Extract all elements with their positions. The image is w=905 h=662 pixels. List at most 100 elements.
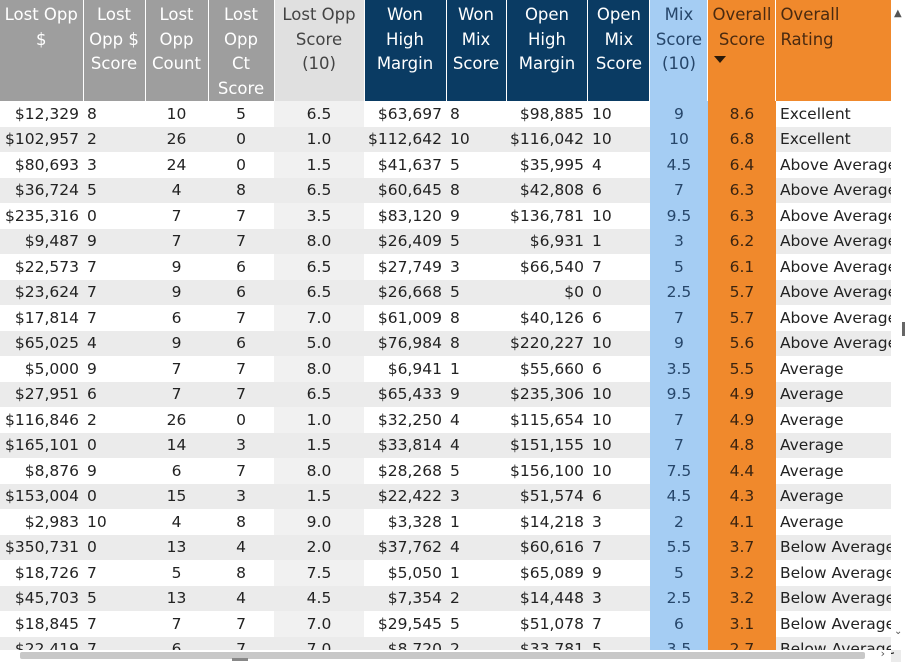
horizontal-scrollbar[interactable]: › bbox=[0, 647, 891, 662]
column-header[interactable]: Overall Rating bbox=[775, 0, 902, 101]
column-header[interactable]: Lost Opp Ct Score bbox=[208, 0, 275, 101]
table-cell: 1 bbox=[587, 228, 650, 254]
column-header[interactable]: Open Mix Score bbox=[587, 0, 651, 101]
table-cell: $66,540 bbox=[506, 254, 588, 280]
table-row[interactable]: $8,876 9 6 7 8.0 $28,268 5 $156,100 10 7.5 4.4 Aver… bbox=[0, 458, 902, 484]
table-cell: 3.5 bbox=[649, 356, 708, 382]
table-cell: 10 bbox=[145, 101, 208, 127]
table-cell: 1 bbox=[446, 509, 506, 535]
table-row[interactable]: $45,703 5 13 4 4.5 $7,354 2 $14,448 3 2.5 3.2 Below… bbox=[0, 585, 902, 611]
table-cell: Above Average bbox=[775, 254, 902, 280]
table-cell: 6 bbox=[208, 254, 274, 280]
chevron-up-icon[interactable]: ▲ bbox=[894, 8, 902, 19]
table-cell: 8.0 bbox=[274, 228, 364, 254]
table-cell: 7 bbox=[83, 254, 145, 280]
table-cell: 10 bbox=[446, 126, 506, 152]
vertical-scrollbar-thumb[interactable] bbox=[895, 20, 901, 580]
table-cell: Average bbox=[775, 458, 902, 484]
table-cell: $33,814 bbox=[364, 432, 446, 458]
table-row[interactable]: $17,814 7 6 7 7.0 $61,009 8 $40,126 6 7 5.7 Above A… bbox=[0, 305, 902, 331]
resize-handle[interactable] bbox=[232, 658, 248, 661]
column-header[interactable]: Lost Opp Score (10) bbox=[274, 0, 365, 101]
table-cell: 1.5 bbox=[274, 432, 364, 458]
table-row[interactable]: $5,000 9 7 7 8.0 $6,941 1 $55,660 6 3.5 5.5 Average bbox=[0, 356, 902, 382]
table-cell: 2 bbox=[446, 585, 506, 611]
column-header[interactable]: Lost Opp $ Score bbox=[83, 0, 146, 101]
table-cell: $41,637 bbox=[364, 152, 446, 178]
table-row[interactable]: $36,724 5 4 8 6.5 $60,645 8 $42,808 6 7 6.3 Above A… bbox=[0, 177, 902, 203]
table-cell: 6 bbox=[587, 356, 650, 382]
table-cell: 5 bbox=[446, 279, 506, 305]
column-header-label: Lost Opp Count bbox=[151, 5, 201, 73]
column-header[interactable]: Open High Margin bbox=[506, 0, 589, 101]
table-cell: Average bbox=[775, 432, 902, 458]
column-header[interactable]: Mix Score (10) bbox=[649, 0, 709, 101]
table-cell: 4.8 bbox=[707, 432, 776, 458]
table-cell: 4.9 bbox=[707, 407, 776, 433]
column-header-label: Open High Margin bbox=[518, 5, 576, 73]
table-cell: 6 bbox=[587, 483, 650, 509]
table-cell: 0 bbox=[83, 203, 145, 229]
table-row[interactable]: $22,573 7 9 6 6.5 $27,749 3 $66,540 7 5 6.1 Above A… bbox=[0, 254, 902, 280]
table-row[interactable]: $102,957 2 26 0 1.0 $112,642 10 $116,042 10 10 6.8… bbox=[0, 126, 902, 152]
column-header[interactable]: Won Mix Score bbox=[446, 0, 507, 101]
column-header[interactable]: Lost Opp Count bbox=[145, 0, 209, 101]
table-cell: Excellent bbox=[775, 101, 902, 127]
table-cell: $18,845 bbox=[0, 611, 83, 637]
table-row[interactable]: $165,101 0 14 3 1.5 $33,814 4 $151,155 10 7 4.8 Ave… bbox=[0, 432, 902, 458]
chevron-right-icon[interactable]: › bbox=[880, 647, 885, 660]
table-cell: 6 bbox=[145, 305, 208, 331]
table-cell: $60,645 bbox=[364, 177, 446, 203]
table-cell: Average bbox=[775, 381, 902, 407]
table-row[interactable]: $65,025 4 9 6 5.0 $76,984 8 $220,227 10 9 5.6 Above… bbox=[0, 330, 902, 356]
table-row[interactable]: $23,624 7 9 6 6.5 $26,668 5 $0 0 2.5 5.7 Above Aver… bbox=[0, 279, 902, 305]
table-cell: $156,100 bbox=[506, 458, 588, 484]
vertical-scrollbar[interactable]: ▲ ⌄ bbox=[891, 0, 905, 650]
sort-descending-icon[interactable] bbox=[714, 56, 727, 63]
table-row[interactable]: $12,329 8 10 5 6.5 $63,697 8 $98,885 10 9 8.6 Excel… bbox=[0, 101, 902, 127]
table-cell: 13 bbox=[145, 585, 208, 611]
table-cell: 0 bbox=[83, 432, 145, 458]
table-cell: 7 bbox=[587, 254, 650, 280]
table-row[interactable]: $80,693 3 24 0 1.5 $41,637 5 $35,995 4 4.5 6.4 Abov… bbox=[0, 152, 902, 178]
column-header[interactable]: Won High Margin bbox=[364, 0, 447, 101]
table-cell: 4 bbox=[446, 534, 506, 560]
table-row[interactable]: $18,726 7 5 8 7.5 $5,050 1 $65,089 9 5 3.2 Below Av… bbox=[0, 560, 902, 586]
table-row[interactable]: $350,731 0 13 4 2.0 $37,762 4 $60,616 7 5.5 3.7 Bel… bbox=[0, 534, 902, 560]
column-header[interactable]: Lost Opp $ bbox=[0, 0, 84, 101]
table-cell: 3 bbox=[446, 254, 506, 280]
table-cell: $26,668 bbox=[364, 279, 446, 305]
chevron-down-icon[interactable]: ⌄ bbox=[894, 626, 903, 637]
visual-resize-handle[interactable] bbox=[902, 322, 905, 336]
table-cell: 5.0 bbox=[274, 330, 364, 356]
table-row[interactable]: $27,951 6 7 7 6.5 $65,433 9 $235,306 10 9.5 4.9 Ave… bbox=[0, 381, 902, 407]
table-row[interactable]: $153,004 0 15 3 1.5 $22,422 3 $51,574 6 4.5 4.3 Ave… bbox=[0, 483, 902, 509]
table-cell: 6 bbox=[649, 611, 708, 637]
column-header[interactable]: Overall Score bbox=[707, 0, 777, 101]
table-cell: 1.0 bbox=[274, 407, 364, 433]
table-cell: $18,726 bbox=[0, 560, 83, 586]
table-cell: 7.5 bbox=[649, 458, 708, 484]
table-cell: $235,316 bbox=[0, 203, 83, 229]
table-row[interactable]: $9,487 9 7 7 8.0 $26,409 5 $6,931 1 3 6.2 Above Ave… bbox=[0, 228, 902, 254]
table-cell: 10 bbox=[587, 432, 650, 458]
table-cell: 9.0 bbox=[274, 509, 364, 535]
horizontal-scrollbar-thumb[interactable] bbox=[20, 652, 865, 659]
table-cell: 8 bbox=[446, 330, 506, 356]
table-row[interactable]: $235,316 0 7 7 3.5 $83,120 9 $136,781 10 9.5 6.3 Ab… bbox=[0, 203, 902, 229]
table-cell: 10 bbox=[649, 126, 708, 152]
table-cell: 10 bbox=[587, 203, 650, 229]
table-cell: 10 bbox=[587, 101, 650, 127]
table-cell: Average bbox=[775, 407, 902, 433]
table-cell: $350,731 bbox=[0, 534, 83, 560]
table-cell: 5 bbox=[446, 458, 506, 484]
table-row[interactable]: $116,846 2 26 0 1.0 $32,250 4 $115,654 10 7 4.9 Ave… bbox=[0, 407, 902, 433]
table-cell: 3 bbox=[446, 483, 506, 509]
table-cell: 6 bbox=[145, 458, 208, 484]
table-row[interactable]: $22,4197677.0$8,7202$33,78153.52.7Below … bbox=[0, 636, 902, 662]
table-row[interactable]: $2,983 10 4 8 9.0 $3,328 1 $14,218 3 2 4.1 Average bbox=[0, 509, 902, 535]
table-row[interactable]: $18,845 7 7 7 7.0 $29,545 5 $51,078 7 6 3.1 Below A… bbox=[0, 611, 902, 637]
table-cell: $12,329 bbox=[0, 101, 83, 127]
